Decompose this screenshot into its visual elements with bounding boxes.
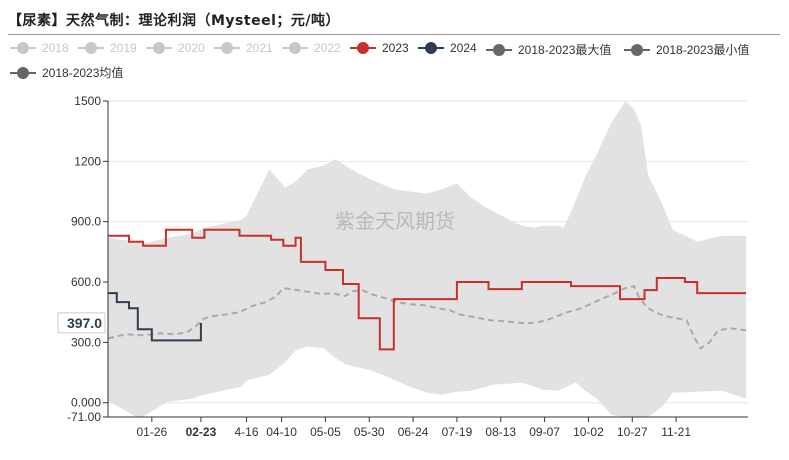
legend-label: 2020 <box>178 41 205 55</box>
x-tick-label-11: 10-02 <box>573 425 604 439</box>
legend-item-7[interactable]: 2024 <box>418 41 477 55</box>
x-tick-label-3: 4-16 <box>235 425 259 439</box>
y-tick-label-2: 1200 <box>74 154 101 168</box>
series-line-2023 <box>108 228 747 351</box>
series-line-2024 <box>108 292 202 342</box>
legend-marker-8 <box>486 43 512 56</box>
legend-marker-3 <box>146 42 172 54</box>
legend-marker-2 <box>78 42 104 54</box>
circle-icon <box>289 42 301 54</box>
legend-label: 2022 <box>314 41 341 55</box>
circle-icon <box>17 66 29 79</box>
circle-icon <box>357 42 369 54</box>
legend-marker-7 <box>418 42 444 54</box>
x-tick-label-6: 05-30 <box>354 425 385 439</box>
legend-item-1[interactable]: 2018 <box>10 41 69 55</box>
x-tick-label-2: 02-23 <box>186 425 217 439</box>
legend-item-4[interactable]: 2021 <box>214 41 273 55</box>
y-tick-label-5: 300.0 <box>71 335 101 349</box>
legend-marker-1 <box>10 42 36 54</box>
legend-label: 2019 <box>110 41 137 55</box>
min-max-band <box>108 101 747 417</box>
chart-title: 【尿素】天然气制：理论利润（Mysteel；元/吨） <box>8 13 340 29</box>
legend-label: 2018-2023最小值 <box>656 43 750 57</box>
legend-label: 2024 <box>450 41 477 55</box>
legend-item-3[interactable]: 2020 <box>146 41 205 55</box>
x-tick-label-8: 07-19 <box>442 425 473 439</box>
legend-item-10[interactable]: 2018-2023均值 <box>10 64 123 81</box>
legend-label: 2018 <box>42 41 69 55</box>
x-tick-label-10: 09-07 <box>529 425 560 439</box>
legend-marker-5 <box>282 42 308 54</box>
legend-marker-6 <box>350 42 376 54</box>
y-tick-label-1: 1500 <box>74 94 101 108</box>
circle-icon <box>17 42 29 54</box>
legend-item-9[interactable]: 2018-2023最小值 <box>624 41 749 58</box>
y-tick-label-3: 900.0 <box>71 215 101 229</box>
legend-item-8[interactable]: 2018-2023最大值 <box>486 41 611 58</box>
title-divider <box>8 34 780 35</box>
circle-icon <box>631 43 643 56</box>
legend-label: 2018-2023最大值 <box>518 43 612 57</box>
y-tick-label-4: 600.0 <box>71 275 101 289</box>
x-tick-label-4: 04-10 <box>266 425 297 439</box>
legend-label: 2021 <box>246 41 273 55</box>
legend-item-6[interactable]: 2023 <box>350 41 409 55</box>
series-average-line <box>107 284 747 350</box>
x-tick-label-7: 06-24 <box>398 425 429 439</box>
watermark: 紫金天风期货 <box>335 209 455 233</box>
x-tick-label-5: 05-05 <box>310 425 341 439</box>
circle-icon <box>221 42 233 54</box>
legend-marker-10 <box>10 66 36 79</box>
circle-icon <box>85 42 97 54</box>
x-tick-label-1: 01-26 <box>136 425 167 439</box>
legend-label: 2018-2023均值 <box>42 66 124 80</box>
x-tick-label-13: 11-21 <box>661 425 691 439</box>
x-tick-label-12: 10-27 <box>617 425 648 439</box>
cursor-value-label: 397.0 <box>67 315 102 331</box>
legend-item-2[interactable]: 2019 <box>78 41 137 55</box>
legend-label: 2023 <box>382 41 409 55</box>
circle-icon <box>153 42 165 54</box>
legend-marker-4 <box>214 42 240 54</box>
y-tick-label-7: -71.00 <box>67 410 101 424</box>
x-tick-label-9: 08-13 <box>485 425 516 439</box>
circle-icon <box>493 43 505 56</box>
legend-marker-9 <box>624 43 650 56</box>
y-tick-label-6: 0.000 <box>71 396 101 410</box>
legend-item-5[interactable]: 2022 <box>282 41 341 55</box>
circle-icon <box>425 42 437 54</box>
cursor-value-badge <box>57 312 106 334</box>
